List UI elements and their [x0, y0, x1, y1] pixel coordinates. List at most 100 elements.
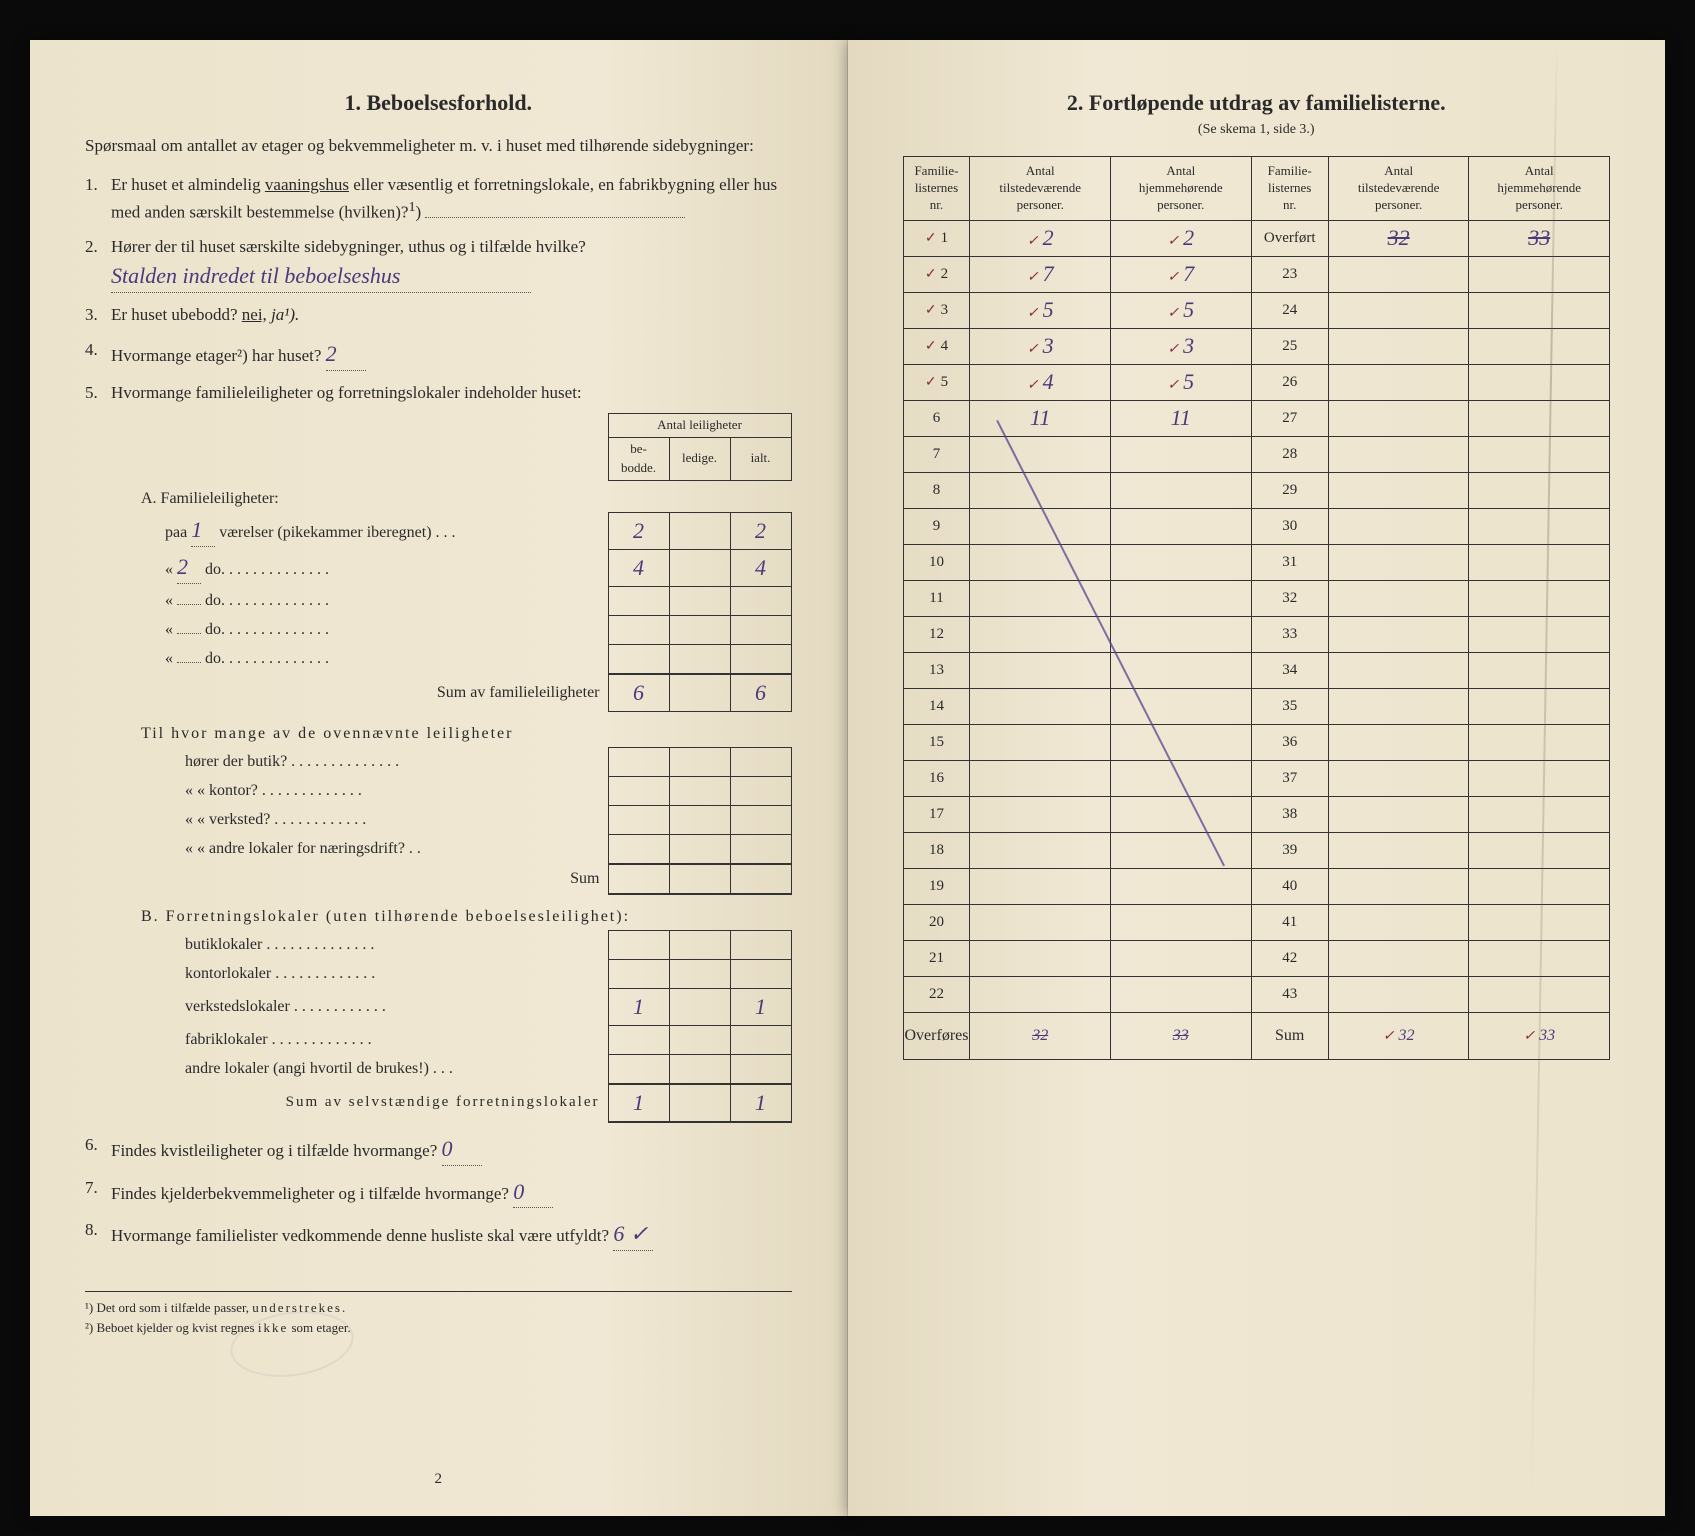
- q3-nei: nei,: [242, 305, 267, 324]
- q5: Hvormange familieleiligheter og forretni…: [85, 381, 792, 1123]
- A-sub-row: hører der butik? . . . . . . . . . . . .…: [137, 747, 791, 776]
- A-row: « 2 do. . . . . . . . . . . . . . 4 4: [137, 549, 791, 586]
- family-row: 8 29: [903, 472, 1610, 508]
- page-number-left: 2: [435, 1471, 443, 1488]
- fh3: Antalhjemmehørendepersoner.: [1110, 157, 1251, 221]
- family-row: 22 43: [903, 976, 1610, 1012]
- B-row: kontorlokaler . . . . . . . . . . . . .: [137, 959, 791, 988]
- right-page: 2. Fortløpende utdrag av familielisterne…: [848, 40, 1666, 1516]
- right-sub: (Se skema 1, side 3.): [903, 122, 1611, 138]
- A-sub-sum-label: Sum: [137, 864, 608, 894]
- q2-text: Hører der til huset særskilte sidebygnin…: [111, 237, 586, 256]
- family-row: 19 40: [903, 868, 1610, 904]
- B-sum-v3: 1: [730, 1084, 791, 1122]
- q6-pre: Findes kvistleiligheter og i tilfælde hv…: [111, 1141, 437, 1160]
- intro-text: Spørsmaal om antallet av etager og bekve…: [85, 133, 792, 159]
- left-title: 1. Beboelsesforhold.: [85, 90, 792, 116]
- q2: Hører der til huset særskilte sidebygnin…: [85, 235, 792, 293]
- family-row: 17 38: [903, 796, 1610, 832]
- A-sum-v1: 6: [608, 674, 669, 711]
- family-row: 21 42: [903, 940, 1610, 976]
- A-sub-row: « « verksted? . . . . . . . . . . . .: [137, 805, 791, 834]
- q1: Er huset et almindelig vaaningshus eller…: [85, 173, 792, 226]
- family-row: 10 31: [903, 544, 1610, 580]
- q3: Er huset ubebodd? nei, ja¹).: [85, 303, 792, 328]
- family-row: 16 37: [903, 760, 1610, 796]
- q3-pre: Er huset ubebodd?: [111, 305, 242, 324]
- family-row: 13 34: [903, 652, 1610, 688]
- apartment-table: Antal leiligheter be-bodde. ledige. ialt…: [137, 413, 792, 1123]
- B-row: andre lokaler (angi hvortil de brukes!) …: [137, 1054, 791, 1084]
- q4-pre: Hvormange etager²) har huset?: [111, 346, 321, 365]
- family-row: 11 32: [903, 580, 1610, 616]
- right-title: 2. Fortløpende utdrag av familielisterne…: [903, 90, 1611, 116]
- A-row: « do. . . . . . . . . . . . . .: [137, 644, 791, 674]
- fh2: Antaltilstedeværendepersoner.: [970, 157, 1111, 221]
- family-row: 6 11 11 27: [903, 400, 1610, 436]
- family-row: ✓1 ✓2 ✓2 Overført 32 33: [903, 220, 1610, 256]
- family-row: 12 33: [903, 616, 1610, 652]
- A-sub-row: « « andre lokaler for næringsdrift? . .: [137, 834, 791, 864]
- fn1: ¹) Det ord som i tilfælde passer, unders…: [85, 1298, 792, 1318]
- q6-hw: 0: [442, 1133, 482, 1166]
- fh4: Familie-listernesnr.: [1251, 157, 1328, 221]
- q7-hw: 0: [513, 1176, 553, 1209]
- book-spread: 1. Beboelsesforhold. Spørsmaal om antall…: [0, 0, 1695, 1536]
- B-sum-v2: [669, 1084, 730, 1122]
- overfores-a: 32: [970, 1012, 1111, 1059]
- q8-hw: 6 ✓: [613, 1218, 653, 1251]
- family-row: ✓5 ✓4 ✓5 26: [903, 364, 1610, 400]
- A-sum-label: Sum av familieleiligheter: [137, 674, 608, 711]
- footnotes: ¹) Det ord som i tilfælde passer, unders…: [85, 1291, 792, 1337]
- fn2: ²) Beboet kjelder og kvist regnes ikke s…: [85, 1318, 792, 1338]
- A-row: « do. . . . . . . . . . . . . .: [137, 615, 791, 644]
- fh6: Antalhjemmehørendepersoner.: [1469, 157, 1610, 221]
- sum-b: ✓33: [1469, 1012, 1610, 1059]
- q3-ja: ja¹).: [271, 305, 299, 324]
- questions-list: Er huset et almindelig vaaningshus eller…: [85, 173, 792, 1252]
- B-sum-v1: 1: [608, 1084, 669, 1122]
- A-row: paa 1 værelser (pikekammer iberegnet) . …: [137, 512, 791, 549]
- B-row: fabriklokaler . . . . . . . . . . . . .: [137, 1025, 791, 1054]
- family-row: 9 30: [903, 508, 1610, 544]
- q5-text: Hvormange familieleiligheter og forretni…: [111, 383, 582, 402]
- q8-pre: Hvormange familielister vedkommende denn…: [111, 1226, 609, 1245]
- sum-label: Sum: [1251, 1012, 1328, 1059]
- apt-h3: ialt.: [730, 437, 791, 480]
- family-row: ✓4 ✓3 ✓3 25: [903, 328, 1610, 364]
- B-row: verkstedslokaler . . . . . . . . . . . .…: [137, 988, 791, 1025]
- q4: Hvormange etager²) har huset? 2: [85, 338, 792, 371]
- apt-header-group: Antal leiligheter: [608, 414, 791, 438]
- A-sum-v3: 6: [730, 674, 791, 711]
- family-row: 14 35: [903, 688, 1610, 724]
- q1-underlined: vaaningshus: [265, 175, 349, 194]
- family-row: 18 39: [903, 832, 1610, 868]
- fh1: Familie-listernesnr.: [903, 157, 970, 221]
- apt-h2: ledige.: [669, 437, 730, 480]
- q7: Findes kjelderbekvemmeligheter og i tilf…: [85, 1176, 792, 1209]
- family-row: 7 28: [903, 436, 1610, 472]
- family-row: 20 41: [903, 904, 1610, 940]
- overfores-label: Overføres: [903, 1012, 970, 1059]
- overfores-b: 33: [1110, 1012, 1251, 1059]
- A-title: A. Familieleiligheter:: [141, 490, 279, 507]
- apt-table-wrap: Antal leiligheter be-bodde. ledige. ialt…: [137, 413, 792, 1123]
- fh5: Antaltilstedeværendepersoner.: [1328, 157, 1469, 221]
- B-title: B. Forretningslokaler (uten tilhørende b…: [141, 908, 630, 925]
- q8: Hvormange familielister vedkommende denn…: [85, 1218, 792, 1251]
- sum-a: ✓32: [1328, 1012, 1469, 1059]
- family-row: ✓3 ✓5 ✓5 24: [903, 292, 1610, 328]
- apt-h1: be-bodde.: [608, 437, 669, 480]
- A-sub-row: « « kontor? . . . . . . . . . . . . .: [137, 776, 791, 805]
- q2-handwritten: Stalden indredet til beboelseshus: [111, 260, 531, 293]
- family-table: Familie-listernesnr. Antaltilstedeværend…: [903, 156, 1611, 1060]
- left-page: 1. Beboelsesforhold. Spørsmaal om antall…: [30, 40, 848, 1516]
- A-row: « do. . . . . . . . . . . . . .: [137, 586, 791, 615]
- q7-pre: Findes kjelderbekvemmeligheter og i tilf…: [111, 1184, 509, 1203]
- B-sum-label: Sum av selvstændige forretningslokaler: [137, 1084, 608, 1122]
- family-row: ✓2 ✓7 ✓7 23: [903, 256, 1610, 292]
- q4-hw: 2: [326, 338, 366, 371]
- q6: Findes kvistleiligheter og i tilfælde hv…: [85, 1133, 792, 1166]
- A-sum-v2: [669, 674, 730, 711]
- B-row: butiklokaler . . . . . . . . . . . . . .: [137, 930, 791, 959]
